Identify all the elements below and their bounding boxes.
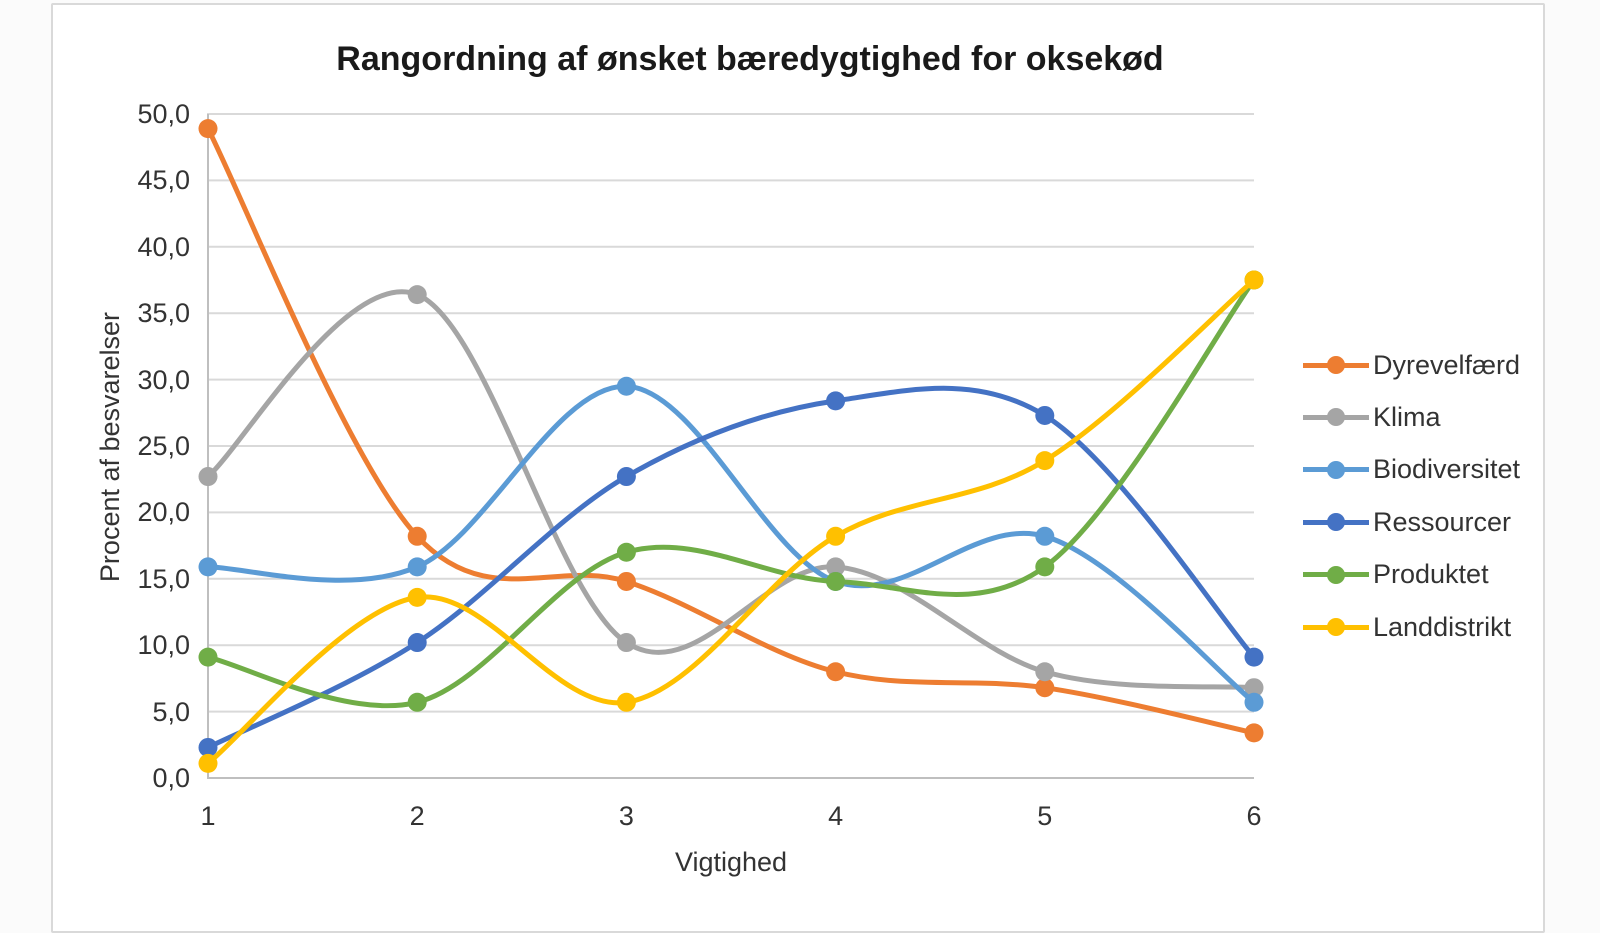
marker-landdistrikt-x4 xyxy=(826,526,846,546)
legend-item-produktet: Produktet xyxy=(1303,558,1489,592)
legend-label: Klima xyxy=(1373,401,1441,432)
marker-biodiversitet-x5 xyxy=(1035,526,1055,546)
y-tick-label: 50,0 xyxy=(137,99,190,129)
y-tick-label: 5,0 xyxy=(152,696,190,727)
marker-ressourcer-x5 xyxy=(1035,405,1055,425)
legend-item-dyrevelf-rd: Dyrevelfærd xyxy=(1303,348,1520,382)
legend-swatch-icon xyxy=(1303,453,1369,487)
x-tick-label: 4 xyxy=(828,801,844,831)
series-line-ressourcer xyxy=(205,385,1257,750)
chart-page: { "chart_data": { "type": "line", "title… xyxy=(51,0,1547,933)
x-tick-label: 1 xyxy=(200,801,216,831)
marker-biodiversitet-x3 xyxy=(616,376,636,396)
y-tick-label: 15,0 xyxy=(137,563,190,594)
legend-swatch-icon xyxy=(1303,400,1369,434)
marker-ressourcer-x4 xyxy=(826,391,846,411)
marker-produktet-x5 xyxy=(1035,557,1055,577)
x-tick-label: 5 xyxy=(1037,801,1053,831)
x-tick-label: 6 xyxy=(1246,801,1262,831)
marker-ressourcer-x6 xyxy=(1244,647,1264,667)
legend-item-klima: Klima xyxy=(1303,400,1441,434)
marker-dyrevelf-rd-x5 xyxy=(1035,678,1055,698)
y-tick-label: 0,0 xyxy=(152,763,190,793)
series-line-dyrevelf-rd xyxy=(205,126,1257,736)
legend-label: Dyrevelfærd xyxy=(1373,349,1521,380)
marker-klima-x1 xyxy=(198,467,218,487)
legend-label: Produktet xyxy=(1373,559,1489,590)
legend-label: Biodiversitet xyxy=(1373,454,1521,485)
legend-item-ressourcer: Ressourcer xyxy=(1303,505,1511,539)
marker-produktet-x3 xyxy=(616,542,636,562)
series-line-landdistrikt xyxy=(205,277,1257,766)
marker-dyrevelf-rd-x4 xyxy=(826,662,846,682)
marker-klima-x5 xyxy=(1035,662,1055,682)
marker-biodiversitet-x6 xyxy=(1244,692,1264,712)
marker-biodiversitet-x2 xyxy=(407,557,427,577)
x-axis-title: Vigtighed xyxy=(674,847,788,877)
legend-swatch-icon xyxy=(1303,610,1369,644)
legend-swatch-icon xyxy=(1303,505,1369,539)
series-line-produktet xyxy=(205,277,1257,709)
marker-landdistrikt-x6 xyxy=(1244,270,1264,290)
marker-dyrevelf-rd-x1 xyxy=(198,119,218,139)
marker-produktet-x1 xyxy=(198,647,218,667)
legend-label: Landdistrikt xyxy=(1373,611,1512,642)
marker-dyrevelf-rd-x3 xyxy=(616,571,636,591)
marker-klima-x6 xyxy=(1244,678,1264,698)
marker-klima-x4 xyxy=(826,557,846,577)
marker-landdistrikt-x1 xyxy=(198,753,218,773)
y-tick-label: 25,0 xyxy=(137,431,190,461)
y-tick-label: 20,0 xyxy=(137,497,190,528)
marker-landdistrikt-x3 xyxy=(616,692,636,712)
plot-area xyxy=(198,113,1264,779)
marker-klima-x3 xyxy=(616,633,636,653)
marker-biodiversitet-x1 xyxy=(198,557,218,577)
chart-title: Rangordning af ønsket bæredygtighed for … xyxy=(336,40,1164,78)
x-tick-label: 2 xyxy=(409,801,425,831)
legend-label: Ressourcer xyxy=(1373,506,1512,537)
marker-klima-x2 xyxy=(407,285,427,305)
marker-landdistrikt-x2 xyxy=(407,587,427,607)
legend-item-biodiversitet: Biodiversitet xyxy=(1303,453,1520,487)
legend: Dyrevelfærd Klima Biodiversitet Ressourcer P… xyxy=(1303,0,1547,900)
y-tick-label: 40,0 xyxy=(137,231,190,262)
marker-ressourcer-x2 xyxy=(407,633,427,653)
x-tick-label: 3 xyxy=(618,801,634,831)
y-tick-label: 45,0 xyxy=(137,165,190,196)
marker-produktet-x4 xyxy=(826,571,846,591)
series-line-biodiversitet xyxy=(205,383,1257,705)
marker-produktet-x2 xyxy=(407,692,427,712)
marker-ressourcer-x3 xyxy=(616,467,636,487)
legend-item-landdistrikt: Landdistrikt xyxy=(1303,610,1511,644)
legend-swatch-icon xyxy=(1303,558,1369,592)
marker-landdistrikt-x5 xyxy=(1035,451,1055,471)
y-tick-label: 35,0 xyxy=(137,298,190,329)
legend-swatch-icon xyxy=(1303,348,1369,382)
y-tick-label: 10,0 xyxy=(137,630,190,661)
marker-ressourcer-x1 xyxy=(198,737,218,757)
y-tick-label: 30,0 xyxy=(137,364,190,395)
marker-dyrevelf-rd-x2 xyxy=(407,526,427,546)
marker-dyrevelf-rd-x6 xyxy=(1244,723,1264,743)
